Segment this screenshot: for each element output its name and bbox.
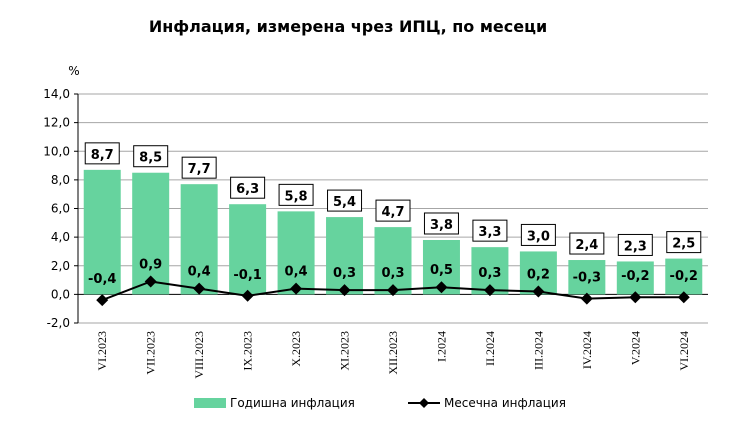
line-marker (677, 291, 690, 304)
line-data-label: 0,3 (333, 266, 356, 281)
line-data-label: 0,3 (381, 266, 404, 281)
x-tick-label: III.2024 (531, 331, 545, 370)
legend-marker-icon (419, 398, 429, 408)
bar-data-label: 6,3 (230, 176, 266, 199)
y-axis-unit: % (68, 64, 79, 78)
svg-text:6,3: 6,3 (236, 182, 259, 197)
line-marker (96, 294, 109, 307)
svg-text:7,7: 7,7 (188, 162, 211, 177)
svg-text:8,5: 8,5 (139, 151, 162, 166)
line-data-label: 0,3 (478, 266, 501, 281)
svg-text:2,3: 2,3 (624, 239, 647, 254)
bar-data-label: 3,3 (472, 219, 508, 242)
line-marker (435, 281, 448, 294)
bar (132, 172, 170, 295)
line-marker (290, 282, 303, 295)
line-data-label: -0,1 (233, 268, 261, 283)
x-tick-label: XI.2023 (338, 331, 352, 371)
line-data-label: 0,5 (430, 263, 453, 278)
bar (665, 258, 703, 295)
line-marker (241, 289, 254, 302)
line-marker (193, 282, 206, 295)
legend-label-line: Месечна инфлация (444, 396, 566, 410)
x-tick-label: XII.2023 (386, 331, 400, 375)
svg-text:4,7: 4,7 (381, 205, 404, 220)
line-data-label: 0,9 (139, 257, 162, 272)
y-tick-label: 2,0 (51, 259, 70, 273)
x-tick-label: IV.2024 (580, 331, 594, 369)
line-marker (532, 285, 545, 298)
legend-swatch-bar (194, 398, 226, 408)
line-data-label: 0,4 (285, 265, 308, 280)
y-tick-label: 6,0 (51, 202, 70, 216)
line-data-label: -0,3 (573, 271, 601, 286)
line-data-label: -0,4 (88, 272, 116, 287)
line-marker (338, 284, 351, 297)
bar-data-label: 2,4 (569, 232, 605, 255)
svg-text:2,5: 2,5 (672, 237, 695, 252)
bar-data-label: 2,3 (617, 233, 653, 256)
x-tick-label: VII.2023 (144, 331, 158, 375)
line-marker (387, 284, 399, 297)
bar-data-label: 4,7 (375, 199, 411, 222)
chart-title: Инфлация, измерена чрез ИПЦ, по месеци (149, 17, 547, 36)
x-tick-label: X.2023 (289, 331, 303, 367)
y-tick-label: 0,0 (51, 287, 70, 301)
line-data-label: -0,2 (670, 269, 698, 284)
x-tick-label: IX.2023 (241, 331, 255, 371)
y-tick-label: -2,0 (47, 316, 70, 330)
y-tick-label: 10,0 (43, 144, 70, 158)
x-tick-label: I.2024 (434, 331, 448, 362)
bar-data-label: 7,7 (181, 156, 217, 179)
x-tick-label: II.2024 (483, 331, 497, 366)
bar (180, 184, 218, 295)
bar (568, 260, 606, 295)
bar-data-label: 3,8 (423, 212, 459, 235)
svg-text:2,4: 2,4 (575, 238, 598, 253)
x-tick-label: V.2024 (628, 331, 642, 365)
x-tick-label: VI.2023 (95, 331, 109, 371)
y-tick-label: 14,0 (43, 87, 70, 101)
line-marker (144, 275, 157, 288)
y-tick-label: 12,0 (43, 116, 70, 130)
bar-data-label: 8,7 (84, 142, 120, 165)
svg-text:5,8: 5,8 (285, 189, 308, 204)
line-data-label: 0,4 (188, 265, 211, 280)
line-marker (629, 291, 642, 304)
bar (326, 217, 364, 295)
x-tick-label: VIII.2023 (192, 331, 206, 379)
bar (277, 211, 315, 295)
x-tick-label: VI.2024 (677, 331, 691, 371)
line-marker (580, 292, 593, 305)
bar-data-label: 5,8 (278, 183, 314, 206)
legend: Годишна инфлация Месечна инфлация (194, 396, 566, 410)
svg-text:3,0: 3,0 (527, 229, 550, 244)
legend-label-bar: Годишна инфлация (230, 396, 355, 410)
bar-data-label: 3,0 (520, 223, 556, 246)
bar-data-label: 2,5 (666, 231, 702, 254)
bar-data-label: 8,5 (133, 145, 169, 168)
bar (374, 227, 412, 295)
line-marker (483, 284, 496, 297)
bar (83, 169, 121, 295)
y-tick-label: 4,0 (51, 230, 70, 244)
line-data-label: -0,2 (621, 269, 649, 284)
svg-text:3,8: 3,8 (430, 218, 453, 233)
y-tick-label: 8,0 (51, 173, 70, 187)
line-data-label: 0,2 (527, 268, 550, 283)
svg-text:5,4: 5,4 (333, 195, 356, 210)
svg-text:8,7: 8,7 (91, 148, 114, 163)
bar-data-label: 5,4 (327, 189, 363, 212)
bar (616, 261, 654, 295)
bar (229, 204, 267, 295)
svg-text:3,3: 3,3 (478, 225, 501, 240)
